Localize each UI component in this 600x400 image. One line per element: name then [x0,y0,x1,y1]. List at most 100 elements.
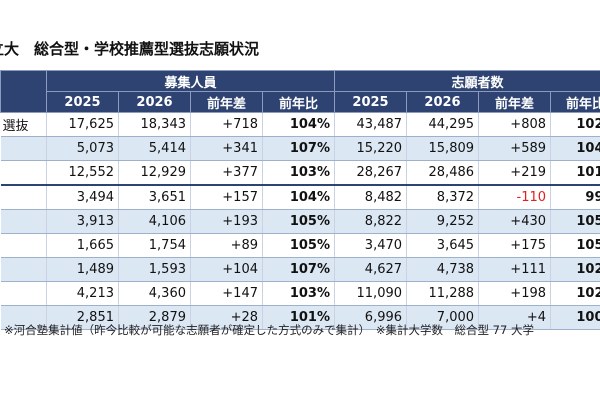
row-label [0,136,47,161]
cell: 8,372 [406,185,479,210]
cell: 12,929 [118,160,191,186]
row-label [0,233,47,258]
cell: 12,552 [46,160,119,186]
cell: 105% [550,233,600,258]
cell: 105% [261,233,335,258]
cell: +341 [190,136,263,161]
cell: 43,487 [334,112,407,137]
row-label [0,281,47,306]
column-header: 2026 [118,91,191,113]
cell: 5,414 [118,136,191,161]
table: 募集人員 志願者数 2025 2026 前年差 前年比 2025 2026 前年差 前年比 選抜… [0,70,600,330]
cell: 3,913 [46,209,119,234]
cell: 105% [261,209,335,234]
column-header: 2025 [46,91,119,113]
cell: 105% [550,209,600,234]
cell: 102% [550,281,600,306]
cell: +28 [190,305,263,330]
column-header: 前年差 [478,91,552,113]
cell: +589 [478,136,551,161]
note: ※河合塾集計値（昨今比較が可能な志願者が確定した方式のみで集計） ※集計大学数 … [4,323,534,337]
cell: 44,295 [406,112,479,137]
row-label [0,209,47,234]
cell: 7,000 [406,305,479,330]
column-header: 前年差 [190,91,263,113]
cell: +104 [190,257,263,282]
row: 選抜 17,625 18,343 +718 104% 43,487 44,295 +808 10… [0,112,600,137]
cell: 104% [261,112,335,137]
cell: 102% [550,257,600,282]
cell: +4 [478,305,551,330]
cell: 100% [550,305,600,330]
cell: +193 [190,209,263,234]
cell: +198 [478,281,551,306]
cell: 18,343 [118,112,191,137]
group-header: 志願者数 [334,70,600,92]
cell: 107% [261,136,335,161]
cell: 4,627 [334,257,407,282]
row-label [0,305,47,330]
cell: 8,822 [334,209,407,234]
title: 私立大 総合型・学校推薦型選抜志願状況 [0,40,260,58]
cell: 1,489 [46,257,119,282]
corner [0,70,47,113]
row-label [0,185,47,210]
cell: +111 [478,257,551,282]
cell: 1,754 [118,233,191,258]
cell: +377 [190,160,263,186]
cell: 3,651 [118,185,191,210]
cell: 101% [261,305,335,330]
cell: 104% [550,136,600,161]
cell: 4,213 [46,281,119,306]
cell: 2,879 [118,305,191,330]
cell: 11,288 [406,281,479,306]
cell: 11,090 [334,281,407,306]
cell: +808 [478,112,551,137]
cell: 103% [261,281,335,306]
cell: 6,996 [334,305,407,330]
cell: 99% [550,185,600,210]
cell: 17,625 [46,112,119,137]
column-header: 2025 [334,91,408,113]
cell: 15,809 [406,136,479,161]
cell: 28,486 [406,160,479,186]
cell: 3,494 [46,185,119,210]
column-header: 前年比 [261,91,336,113]
cell: 15,220 [334,136,407,161]
cell: 3,470 [334,233,407,258]
cell: 1,665 [46,233,119,258]
row-label [0,160,47,186]
cell: +718 [190,112,263,137]
cell: 8,482 [334,185,407,210]
column-header: 2026 [406,91,480,113]
cell: +175 [478,233,551,258]
cell: 4,738 [406,257,479,282]
cell: 2,851 [46,305,119,330]
cell: +147 [190,281,263,306]
cell: 1,593 [118,257,191,282]
cell: 3,645 [406,233,479,258]
cell: 103% [261,160,335,186]
column-header: 前年比 [550,91,600,113]
cell: +89 [190,233,263,258]
cell: +157 [190,185,263,210]
cell: 102% [550,112,600,137]
row-label [0,257,47,282]
cell: 9,252 [406,209,479,234]
cell: 104% [261,185,335,210]
cell: -110 [478,185,551,210]
cell: 101% [550,160,600,186]
group-header: 募集人員 [45,70,336,92]
cell: +430 [478,209,551,234]
cell: 4,360 [118,281,191,306]
cell: +219 [478,160,551,186]
